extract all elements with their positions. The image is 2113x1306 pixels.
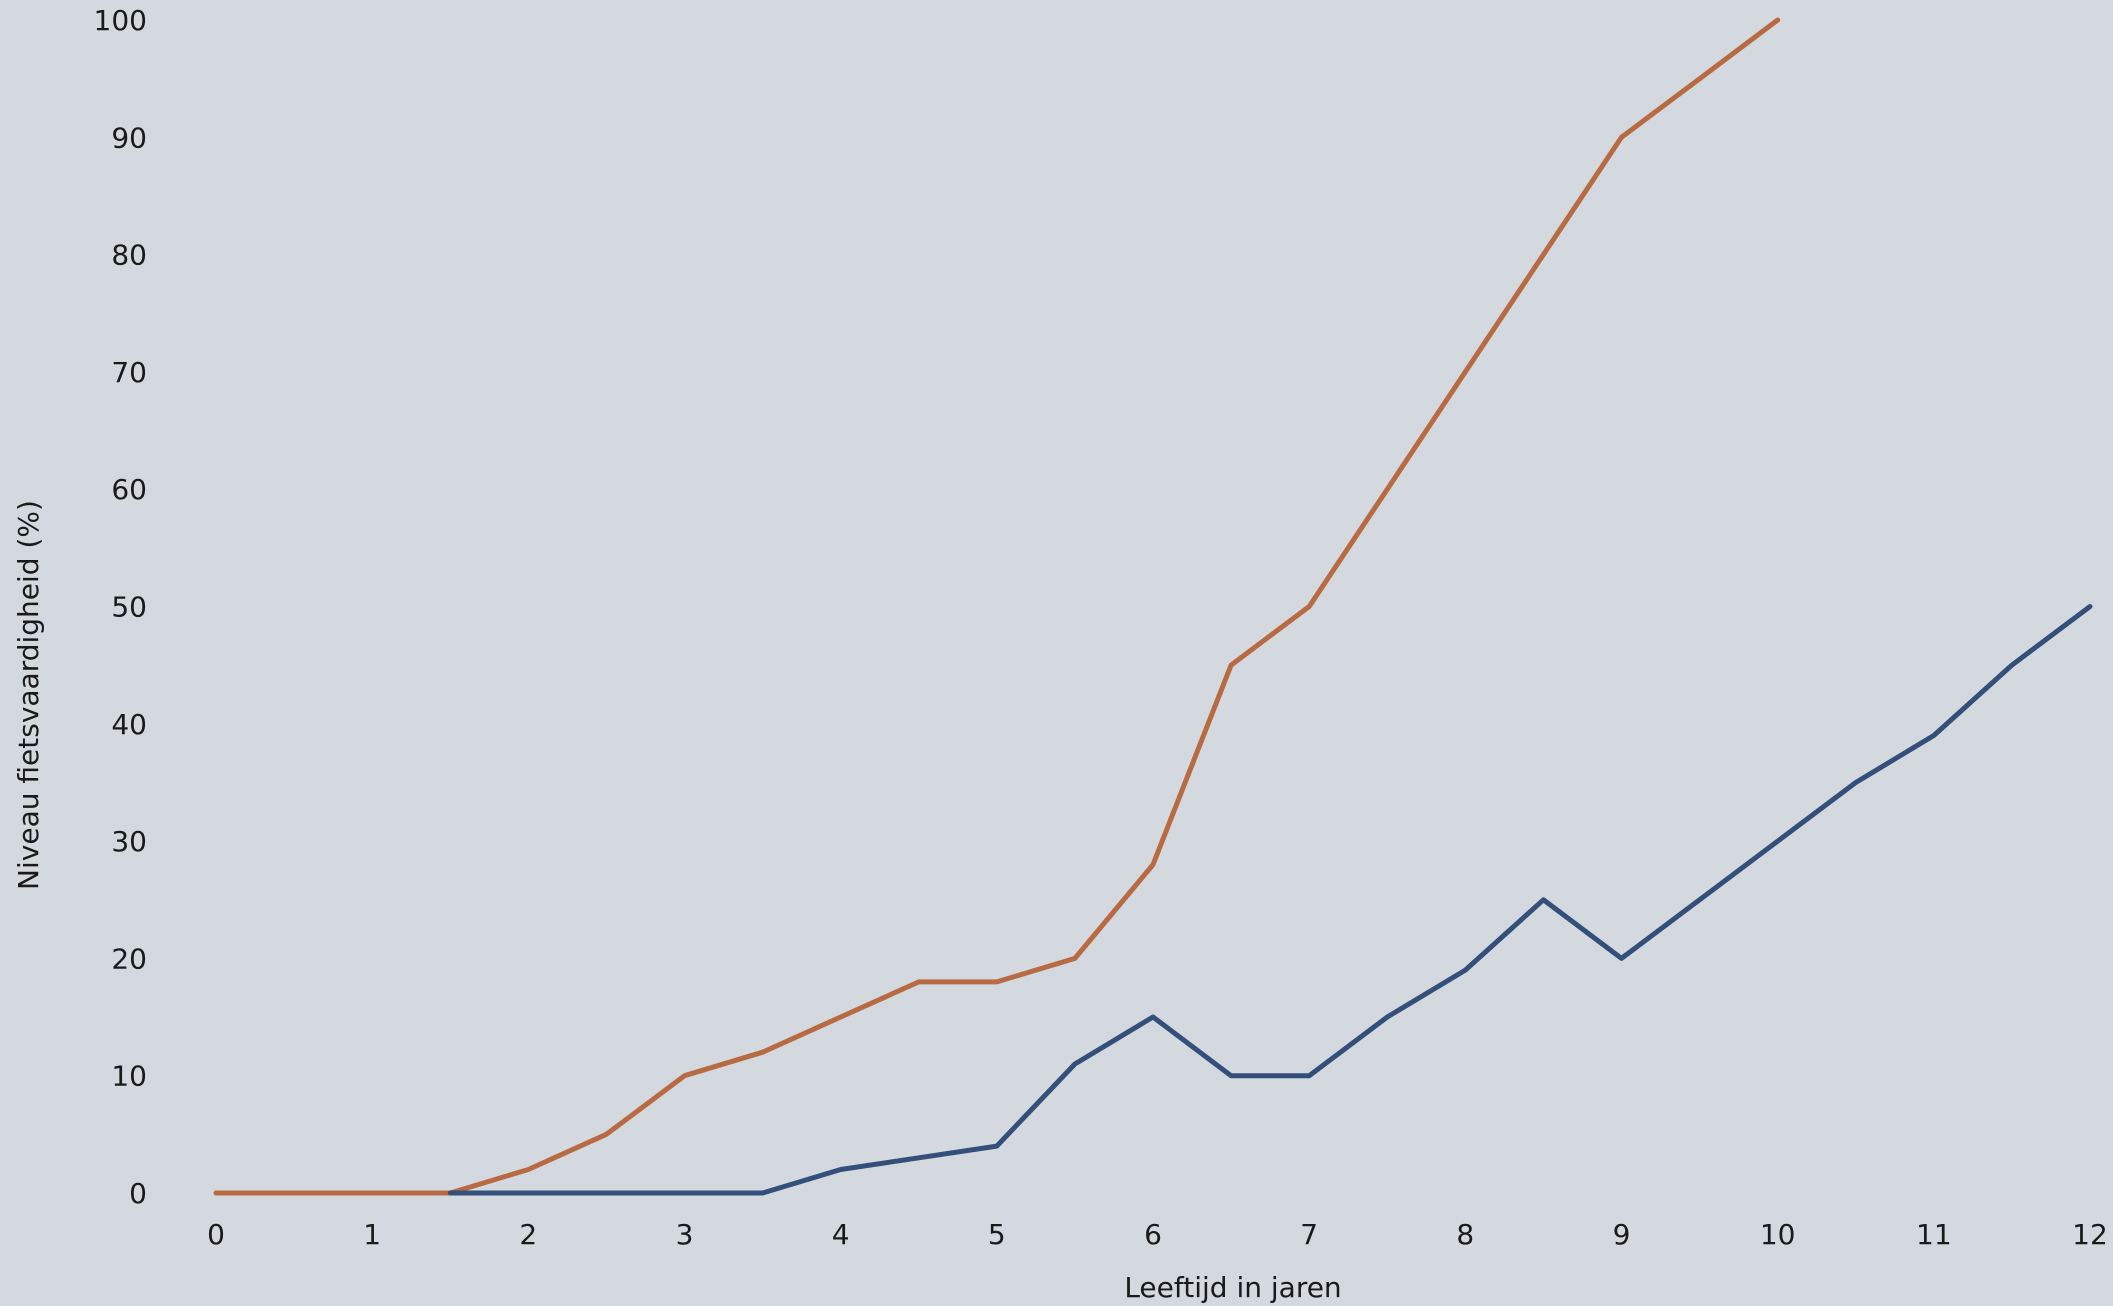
y-tick-label: 60: [111, 473, 147, 506]
series-line-2: [447, 604, 2093, 1196]
y-axis-ticks: 0 10 20 30 40 50 60 70 80 90 100: [94, 4, 147, 1210]
x-axis-ticks: 0 1 2 3 4 5 6 7 8 9 10 11 12: [207, 1218, 2108, 1251]
x-tick-label: 5: [988, 1218, 1006, 1251]
y-tick-label: 80: [111, 239, 147, 272]
y-tick-label: 40: [111, 708, 147, 741]
x-tick-label: 0: [207, 1218, 225, 1251]
x-tick-label: 7: [1300, 1218, 1318, 1251]
y-tick-label: 100: [94, 4, 147, 37]
x-tick-label: 9: [1613, 1218, 1631, 1251]
x-tick-label: 4: [832, 1218, 850, 1251]
y-tick-label: 10: [111, 1060, 147, 1093]
x-tick-label: 1: [363, 1218, 381, 1251]
series-lines: [213, 17, 2093, 1196]
y-tick-label: 20: [111, 942, 147, 975]
x-tick-label: 6: [1144, 1218, 1162, 1251]
x-tick-label: 10: [1760, 1218, 1796, 1251]
y-tick-label: 50: [111, 591, 147, 624]
y-axis-title: Niveau fietsvaardigheid (%): [12, 500, 45, 890]
y-tick-label: 70: [111, 356, 147, 389]
y-tick-label: 90: [111, 121, 147, 154]
y-tick-label: 0: [129, 1177, 147, 1210]
x-tick-label: 11: [1916, 1218, 1952, 1251]
x-tick-label: 12: [2072, 1218, 2108, 1251]
x-tick-label: 2: [519, 1218, 537, 1251]
y-tick-label: 30: [111, 825, 147, 858]
x-tick-label: 8: [1456, 1218, 1474, 1251]
x-tick-label: 3: [676, 1218, 694, 1251]
series-line-1: [213, 17, 1781, 1196]
x-axis-title: Leeftijd in jaren: [1124, 1271, 1341, 1304]
